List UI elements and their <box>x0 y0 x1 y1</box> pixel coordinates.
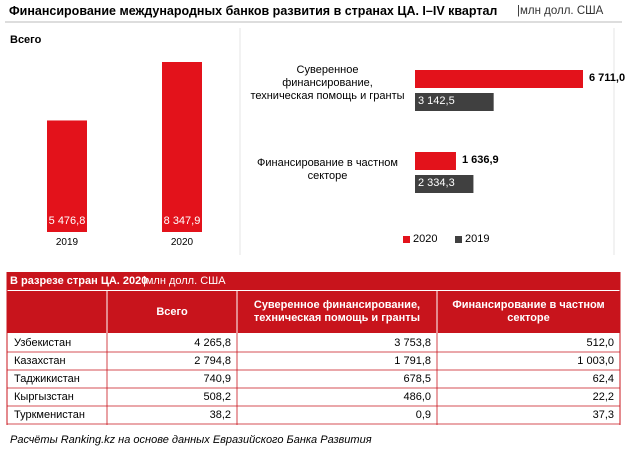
table-cell: 22,2 <box>592 391 614 403</box>
bar <box>415 93 494 111</box>
data-label: 8 347,9 <box>163 215 201 227</box>
table-cell: 486,0 <box>403 391 431 403</box>
table-cell: 740,9 <box>203 373 231 385</box>
table-footer: Расчёты Ranking.kz на основе данных Евра… <box>10 434 372 446</box>
table-title: В разрезе стран ЦА. 2020 <box>10 275 148 287</box>
data-label: 2 334,3 <box>418 177 455 189</box>
x-tick-label: 2020 <box>170 237 194 248</box>
chart-title: Всего <box>10 34 42 46</box>
category-label: Финансирование в частном секторе <box>257 157 398 182</box>
bar <box>162 62 202 232</box>
bar <box>47 120 87 232</box>
data-label: 5 476,8 <box>48 215 86 227</box>
row-label: Узбекистан <box>14 337 72 349</box>
bar <box>415 70 583 88</box>
row-label: Туркменистан <box>14 409 85 421</box>
table-cell: 4 265,8 <box>194 337 231 349</box>
table-cell: 1 003,0 <box>577 355 614 367</box>
category-label: Суверенное финансирование, техническая п… <box>250 64 405 102</box>
table-cell: 62,4 <box>592 373 614 385</box>
page-unit: |млн долл. США <box>517 5 604 17</box>
x-tick-label: 2019 <box>55 237 79 248</box>
bar <box>415 152 456 170</box>
column-header: Всего <box>156 306 188 318</box>
table-title-band <box>7 272 620 290</box>
table-cell: 38,2 <box>209 409 231 421</box>
bar <box>415 175 474 193</box>
data-label: 3 142,5 <box>418 95 455 107</box>
table-cell: 3 753,8 <box>394 337 431 349</box>
legend-swatch <box>403 236 410 243</box>
table-cell: 1 791,8 <box>394 355 431 367</box>
row-label: Казахстан <box>14 355 66 367</box>
table-cell: 2 794,8 <box>194 355 231 367</box>
legend-label: 2020 <box>413 233 438 245</box>
table-cell: 37,3 <box>592 409 614 421</box>
table-cell: 0,9 <box>415 409 431 421</box>
table-header-band <box>7 291 620 333</box>
column-header: Суверенное финансирование, техническая п… <box>253 299 421 324</box>
data-label: 1 636,9 <box>461 154 499 166</box>
legend-swatch <box>455 236 462 243</box>
table-unit: |млн долл. США <box>143 275 226 287</box>
data-label: 6 711,0 <box>589 72 626 84</box>
table-cell: 678,5 <box>403 373 431 385</box>
column-header: Финансирование в частном секторе <box>452 299 605 324</box>
table-cell: 512,0 <box>586 337 614 349</box>
table-cell: 508,2 <box>203 391 231 403</box>
legend-label: 2019 <box>465 233 490 245</box>
row-label: Таджикистан <box>14 373 80 385</box>
row-label: Кыргызстан <box>14 391 74 403</box>
page-title: Финансирование международных банков разв… <box>9 4 498 18</box>
